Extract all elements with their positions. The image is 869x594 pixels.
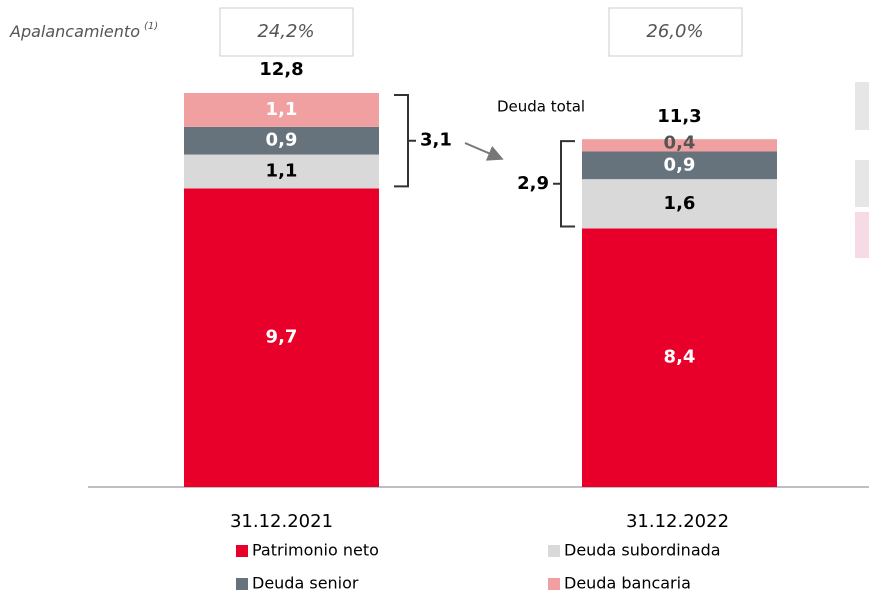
debt-total-label: 2,9 [517, 173, 549, 194]
value-label: 9,7 [266, 327, 298, 348]
deco-box [855, 212, 869, 258]
value-label: 1,1 [266, 160, 298, 181]
debt-brace [394, 94, 416, 188]
arrow [464, 142, 504, 161]
legend-label: Deuda subordinada [564, 541, 721, 560]
value-label: 1,1 [266, 99, 298, 120]
bar-segment [184, 126, 379, 155]
leverage-label-text: Apalancamiento [9, 22, 140, 41]
legend-label: Deuda bancaria [564, 574, 691, 593]
legend-swatch [548, 578, 560, 590]
leverage-note: (1) [144, 21, 158, 32]
leverage-box [219, 7, 354, 57]
category-label: 31.12.2022 [626, 511, 729, 532]
value-label: 0,9 [664, 154, 696, 175]
deco-box [855, 82, 869, 130]
debt-brace [553, 140, 575, 228]
leverage-label: Apalancamiento (1) [9, 21, 158, 41]
value-label: 1,6 [664, 193, 696, 214]
debt-total-label: 3,1 [420, 130, 452, 151]
bar-segment [582, 179, 777, 229]
debt-annotation: Deuda total [497, 98, 585, 116]
legend-swatch [548, 545, 560, 557]
deco-box [855, 160, 869, 207]
legend-label: Deuda senior [252, 574, 359, 593]
leverage-box [608, 7, 743, 57]
bar-segment [582, 139, 777, 152]
legend-label: Patrimonio neto [252, 541, 379, 560]
total-label: 12,8 [259, 59, 303, 80]
value-label: 8,4 [664, 347, 696, 368]
bar-segment [184, 154, 379, 189]
value-label: 0,9 [266, 130, 298, 151]
legend-swatch [236, 578, 248, 590]
category-label: 31.12.2021 [230, 511, 333, 532]
leverage-value: 26,0% [646, 21, 703, 42]
leverage-value: 24,2% [257, 21, 314, 42]
total-label: 11,3 [657, 106, 701, 127]
bar-segment [582, 228, 777, 487]
value-label: 0,4 [664, 132, 696, 153]
bar-segment [184, 93, 379, 127]
bar-segment [582, 151, 777, 180]
bar-segment [184, 188, 379, 487]
legend-swatch [236, 545, 248, 557]
